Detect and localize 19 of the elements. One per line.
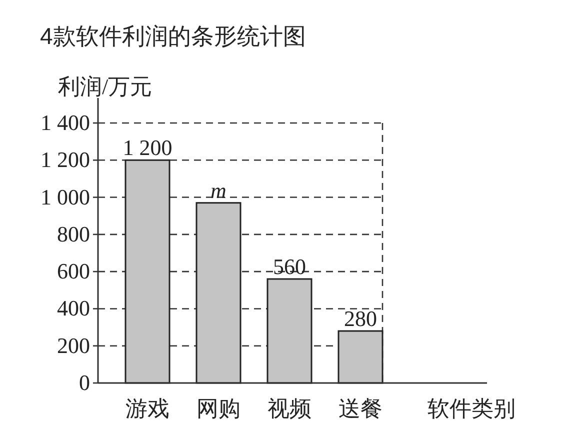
chart-title: 4款软件利润的条形统计图 xyxy=(40,23,306,49)
data-label: 280 xyxy=(344,306,377,331)
x-tick-label: 网购 xyxy=(196,396,240,421)
y-tick-label: 1 400 xyxy=(40,110,90,135)
y-tick-label: 200 xyxy=(57,332,90,358)
data-label: 560 xyxy=(273,254,306,279)
y-tick-label: 600 xyxy=(57,258,90,284)
y-tick-label: 400 xyxy=(57,296,90,321)
y-tick-label: 1 200 xyxy=(40,147,90,172)
y-tick-label: 0 xyxy=(79,370,90,395)
x-axis-title: 软件类别 xyxy=(428,396,516,421)
y-axis-title: 利润/万元 xyxy=(58,74,152,99)
data-label: m xyxy=(210,178,226,203)
x-tick-label: 视频 xyxy=(268,396,312,421)
y-tick-label: 800 xyxy=(57,221,90,246)
data-label: 1 200 xyxy=(122,135,172,160)
x-tick-label: 送餐 xyxy=(338,396,382,421)
y-tick-label: 1 000 xyxy=(40,184,90,210)
x-tick-label: 游戏 xyxy=(126,396,170,421)
